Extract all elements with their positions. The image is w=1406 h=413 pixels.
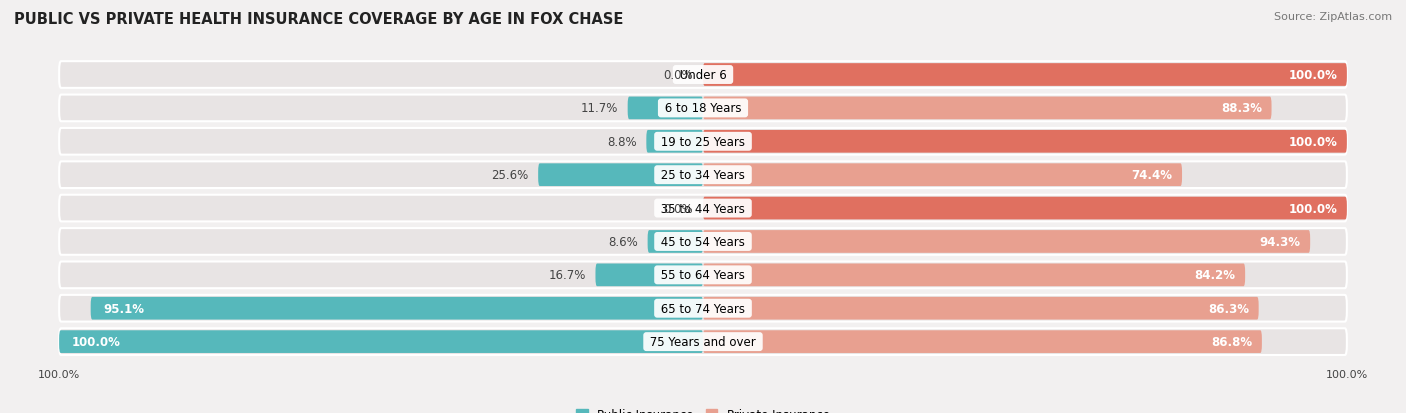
FancyBboxPatch shape [59,328,1347,355]
FancyBboxPatch shape [90,297,703,320]
Text: 95.1%: 95.1% [104,302,145,315]
Text: 75 Years and over: 75 Years and over [647,335,759,348]
FancyBboxPatch shape [647,131,703,153]
Text: 0.0%: 0.0% [664,202,693,215]
FancyBboxPatch shape [703,64,1347,87]
Text: PUBLIC VS PRIVATE HEALTH INSURANCE COVERAGE BY AGE IN FOX CHASE: PUBLIC VS PRIVATE HEALTH INSURANCE COVER… [14,12,623,27]
Text: 94.3%: 94.3% [1260,235,1301,248]
FancyBboxPatch shape [59,195,1347,222]
FancyBboxPatch shape [59,330,703,353]
Text: 100.0%: 100.0% [1288,135,1337,148]
Text: 55 to 64 Years: 55 to 64 Years [657,269,749,282]
Text: 100.0%: 100.0% [1288,69,1337,82]
Text: 19 to 25 Years: 19 to 25 Years [657,135,749,148]
FancyBboxPatch shape [59,128,1347,155]
Text: 25.6%: 25.6% [491,169,529,182]
FancyBboxPatch shape [59,62,1347,89]
Text: 8.6%: 8.6% [609,235,638,248]
Text: 16.7%: 16.7% [548,269,586,282]
FancyBboxPatch shape [703,164,1182,187]
Text: 8.8%: 8.8% [607,135,637,148]
FancyBboxPatch shape [703,197,1347,220]
Legend: Public Insurance, Private Insurance: Public Insurance, Private Insurance [571,404,835,413]
FancyBboxPatch shape [627,97,703,120]
Text: 74.4%: 74.4% [1132,169,1173,182]
Text: 0.0%: 0.0% [664,69,693,82]
Text: 6 to 18 Years: 6 to 18 Years [661,102,745,115]
Text: 86.3%: 86.3% [1208,302,1249,315]
FancyBboxPatch shape [703,330,1261,353]
Text: 86.8%: 86.8% [1211,335,1253,348]
FancyBboxPatch shape [703,230,1310,253]
FancyBboxPatch shape [648,230,703,253]
FancyBboxPatch shape [596,264,703,287]
Text: 25 to 34 Years: 25 to 34 Years [657,169,749,182]
Text: 45 to 54 Years: 45 to 54 Years [657,235,749,248]
FancyBboxPatch shape [59,295,1347,322]
Text: 88.3%: 88.3% [1220,102,1261,115]
FancyBboxPatch shape [59,95,1347,122]
Text: 35 to 44 Years: 35 to 44 Years [657,202,749,215]
FancyBboxPatch shape [59,262,1347,289]
Text: 100.0%: 100.0% [1288,202,1337,215]
FancyBboxPatch shape [703,264,1246,287]
Text: 11.7%: 11.7% [581,102,619,115]
FancyBboxPatch shape [703,97,1271,120]
Text: 84.2%: 84.2% [1195,269,1236,282]
Text: Under 6: Under 6 [676,69,730,82]
FancyBboxPatch shape [703,131,1347,153]
Text: Source: ZipAtlas.com: Source: ZipAtlas.com [1274,12,1392,22]
FancyBboxPatch shape [59,162,1347,189]
FancyBboxPatch shape [59,228,1347,255]
FancyBboxPatch shape [538,164,703,187]
Text: 100.0%: 100.0% [72,335,121,348]
Text: 65 to 74 Years: 65 to 74 Years [657,302,749,315]
FancyBboxPatch shape [703,297,1258,320]
